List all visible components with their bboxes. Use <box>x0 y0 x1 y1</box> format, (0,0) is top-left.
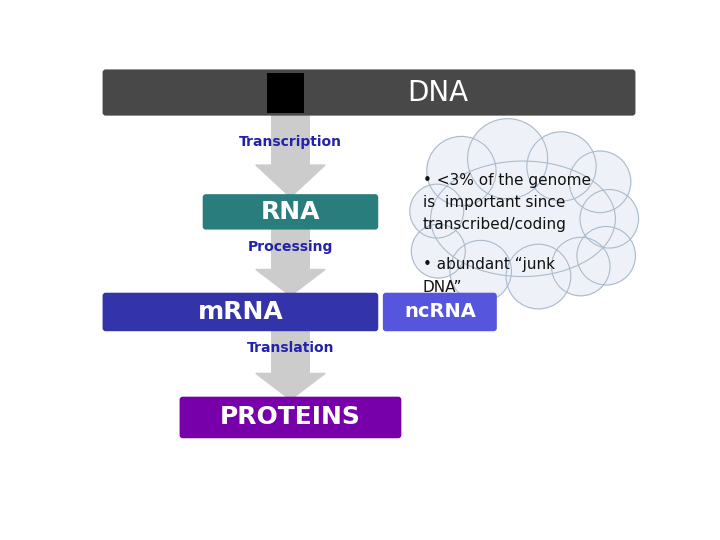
Text: Transcription: Transcription <box>239 135 342 149</box>
Circle shape <box>467 119 548 199</box>
Polygon shape <box>256 165 325 197</box>
Text: PROTEINS: PROTEINS <box>220 406 361 429</box>
FancyBboxPatch shape <box>102 70 636 116</box>
Circle shape <box>552 237 610 296</box>
Circle shape <box>506 244 571 309</box>
Bar <box>271 330 310 374</box>
FancyBboxPatch shape <box>179 397 401 438</box>
Circle shape <box>577 226 636 285</box>
Circle shape <box>427 137 496 206</box>
Circle shape <box>411 224 465 278</box>
Text: Processing: Processing <box>248 240 333 254</box>
FancyBboxPatch shape <box>383 293 497 331</box>
Ellipse shape <box>431 161 616 276</box>
Bar <box>271 112 310 165</box>
Bar <box>271 226 310 269</box>
Polygon shape <box>256 374 325 400</box>
Polygon shape <box>256 269 325 296</box>
Text: • <3% of the genome
is  important since
transcribed/coding: • <3% of the genome is important since t… <box>423 173 591 232</box>
Text: DNA: DNA <box>408 78 469 106</box>
Circle shape <box>527 132 596 201</box>
Circle shape <box>580 190 639 248</box>
FancyBboxPatch shape <box>102 293 378 331</box>
FancyBboxPatch shape <box>203 194 378 230</box>
Text: ncRNA: ncRNA <box>404 302 476 321</box>
Circle shape <box>570 151 631 213</box>
Text: RNA: RNA <box>261 200 320 224</box>
Circle shape <box>450 240 511 302</box>
Text: mRNA: mRNA <box>197 300 283 324</box>
Text: • abundant “junk
DNA”: • abundant “junk DNA” <box>423 257 555 294</box>
Bar <box>267 72 305 112</box>
Text: Translation: Translation <box>247 341 334 355</box>
Circle shape <box>410 184 464 238</box>
